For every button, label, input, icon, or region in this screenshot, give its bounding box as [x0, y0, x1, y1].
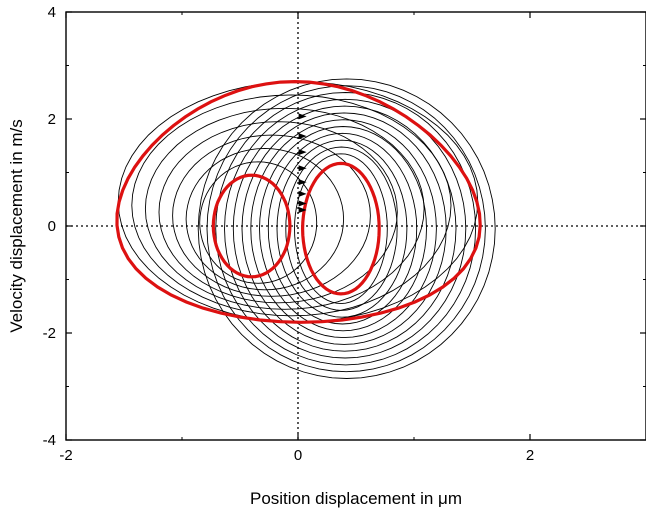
- trajectory-series-line: [206, 85, 486, 373]
- trajectory-series-line: [285, 146, 398, 311]
- y-tick-label: 0: [48, 218, 56, 235]
- direction-arrow-marker: [298, 190, 307, 197]
- y-tick-label: 4: [48, 4, 56, 21]
- highlight-cycle-line: [115, 79, 482, 324]
- y-tick-label: -4: [43, 432, 56, 449]
- direction-arrow-marker: [298, 133, 307, 140]
- direction-arrow-marker: [298, 113, 307, 120]
- trajectory-series-line: [199, 161, 318, 284]
- x-tick-label: 0: [294, 447, 302, 464]
- trajectory-series-line: [259, 126, 427, 332]
- direction-arrow-marker: [298, 179, 307, 186]
- trajectory-series-line: [267, 132, 418, 325]
- x-axis-title: Position displacement in μm: [250, 489, 462, 508]
- trajectory-series-line: [294, 153, 388, 305]
- plot-area: [66, 12, 646, 440]
- y-tick-label: -2: [43, 325, 56, 342]
- trajectory-series-line: [232, 105, 457, 352]
- direction-arrow-marker: [298, 149, 307, 156]
- direction-arrow-marker: [298, 165, 307, 172]
- trajectory-series-line: [144, 107, 425, 310]
- trajectory-series-line: [276, 139, 408, 318]
- direction-arrow-marker: [298, 200, 307, 207]
- direction-arrow-marker: [298, 206, 307, 213]
- trajectory-series-line: [250, 119, 437, 339]
- trajectory-series-line: [215, 92, 477, 366]
- x-tick-label: 2: [526, 447, 534, 464]
- trajectory-series-line: [185, 147, 345, 291]
- y-tick-label: 2: [48, 111, 56, 128]
- highlight-cycle-line: [211, 173, 292, 279]
- x-tick-label: -2: [59, 447, 72, 464]
- trajectory-series-line: [197, 78, 496, 379]
- y-axis-title: Velocity displacement in m/s: [7, 119, 26, 333]
- highlight-cycle-line: [300, 161, 381, 296]
- trajectory-series-line: [241, 112, 447, 345]
